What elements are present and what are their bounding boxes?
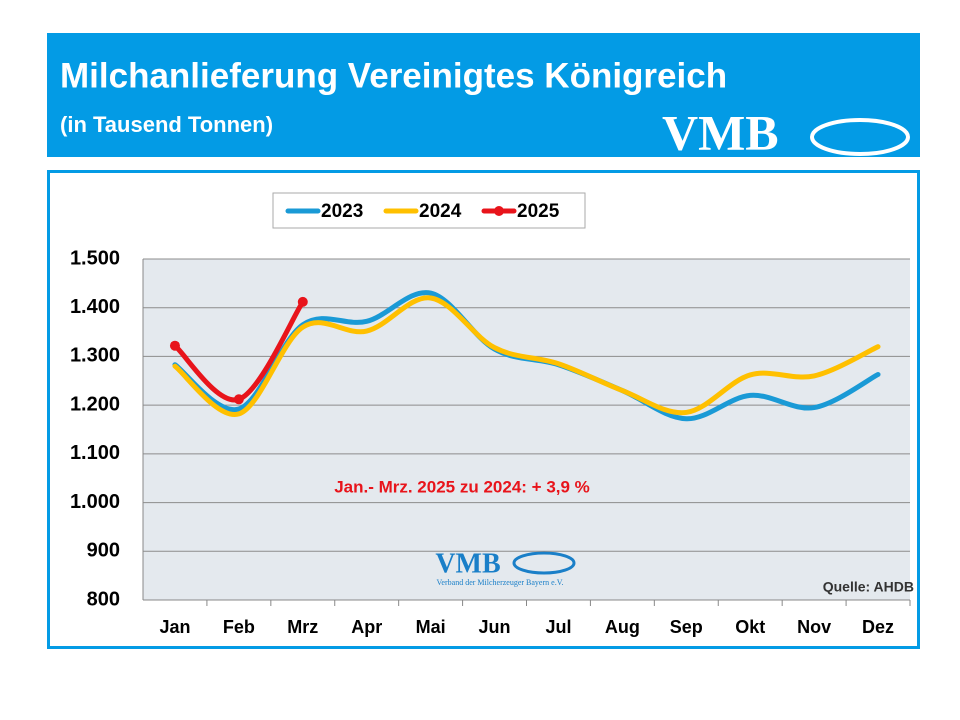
x-tick-label: Okt [735, 617, 765, 637]
header-logo: VMB [662, 104, 779, 160]
point [297, 296, 308, 307]
logo-swirl [810, 118, 910, 156]
legend-label: 2025 [517, 201, 560, 222]
legend-marker [494, 206, 504, 216]
x-tick-label: Mrz [287, 617, 318, 637]
x-tick-label: Mai [416, 617, 446, 637]
watermark-swirl [512, 551, 576, 575]
annotation: Jan.- Mrz. 2025 zu 2024: + 3,9 % [334, 477, 590, 496]
point [169, 340, 180, 351]
y-tick-label: 1.500 [70, 247, 120, 269]
y-tick-label: 1.100 [70, 442, 120, 464]
y-tick-label: 900 [87, 540, 120, 562]
x-tick-label: Dez [862, 617, 894, 637]
plot-area [143, 259, 910, 600]
y-tick-label: 1.000 [70, 491, 120, 513]
y-tick-label: 1.200 [70, 393, 120, 415]
series-line [172, 295, 881, 417]
y-tick-label: 800 [87, 588, 120, 610]
source: Quelle: AHDB [823, 579, 914, 595]
watermark-logo: VMB [435, 548, 500, 579]
point [233, 394, 244, 405]
y-tick-label: 1.400 [70, 296, 120, 318]
y-tick-label: 1.300 [70, 345, 120, 367]
watermark-caption: Verband der Milcherzeuger Bayern e.V. [437, 578, 564, 587]
x-tick-label: Jun [479, 617, 511, 637]
header-bar [47, 33, 920, 157]
chart-title: Milchanlieferung Vereinigtes Königreich [60, 56, 727, 95]
legend [272, 192, 586, 229]
x-tick-label: Jan [159, 617, 190, 637]
legend-label: 2024 [419, 201, 462, 222]
legend-label: 2023 [321, 201, 363, 222]
chart-subtitle: (in Tausend Tonnen) [60, 112, 273, 137]
x-tick-label: Sep [670, 617, 703, 637]
x-tick-label: Feb [223, 617, 255, 637]
x-tick-label: Nov [797, 617, 831, 637]
x-tick-label: Jul [545, 617, 571, 637]
x-tick-label: Apr [351, 617, 382, 637]
x-tick-label: Aug [605, 617, 640, 637]
